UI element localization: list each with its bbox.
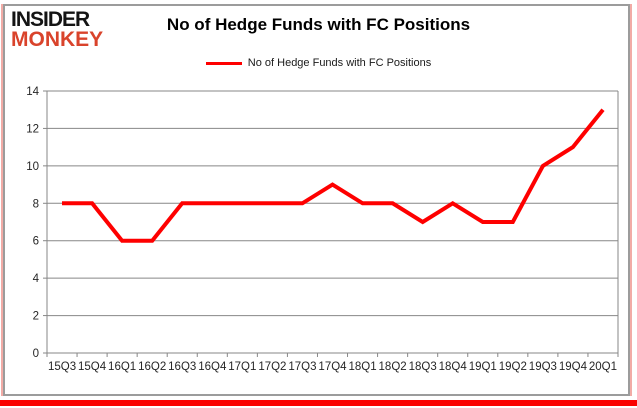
x-axis-label: 17Q4 [318,361,347,373]
x-axis-label: 19Q1 [469,361,497,373]
y-axis-label: 14 [26,86,39,98]
x-axis-label: 19Q2 [499,361,527,373]
legend-line-swatch [205,61,242,65]
x-axis-label: 19Q4 [559,361,588,373]
y-axis-label: 6 [33,236,39,248]
x-axis-label: 17Q1 [228,361,256,373]
y-axis-label: 4 [33,273,40,285]
x-axis-label: 16Q2 [138,361,166,373]
x-axis-label: 18Q2 [379,361,407,373]
y-axis-label: 8 [33,198,39,210]
x-axis-label: 20Q1 [589,361,617,373]
x-axis-label: 15Q3 [48,361,76,373]
x-axis-label: 17Q2 [258,361,286,373]
x-axis-label: 15Q4 [78,361,107,373]
x-axis-label: 19Q3 [529,361,557,373]
legend-label: No of Hedge Funds with FC Positions [247,57,432,69]
y-axis-label: 12 [26,123,39,135]
insider-monkey-logo: INSIDER MONKEY [11,8,104,51]
y-axis-label: 10 [26,161,39,173]
x-axis-label: 16Q4 [198,361,227,373]
y-axis-label: 2 [33,311,39,323]
series-line [62,108,605,243]
y-axis-label: 0 [33,348,39,360]
logo-text-monkey: MONKEY [11,28,104,51]
chart-frame-border [3,4,630,396]
x-axis-label: 18Q3 [409,361,437,373]
logo-text-insider: INSIDER [11,8,90,31]
x-axis-label: 18Q4 [439,361,468,373]
chart-title: No of Hedge Funds with FC Positions [166,15,471,34]
x-axis-label: 16Q3 [168,361,196,373]
x-axis-label: 17Q3 [288,361,316,373]
x-axis-label: 18Q1 [348,361,376,373]
x-axis-label: 16Q1 [108,361,136,373]
bottom-red-bar [0,400,637,406]
chart-legend: No of Hedge Funds with FC Positions [0,57,637,69]
